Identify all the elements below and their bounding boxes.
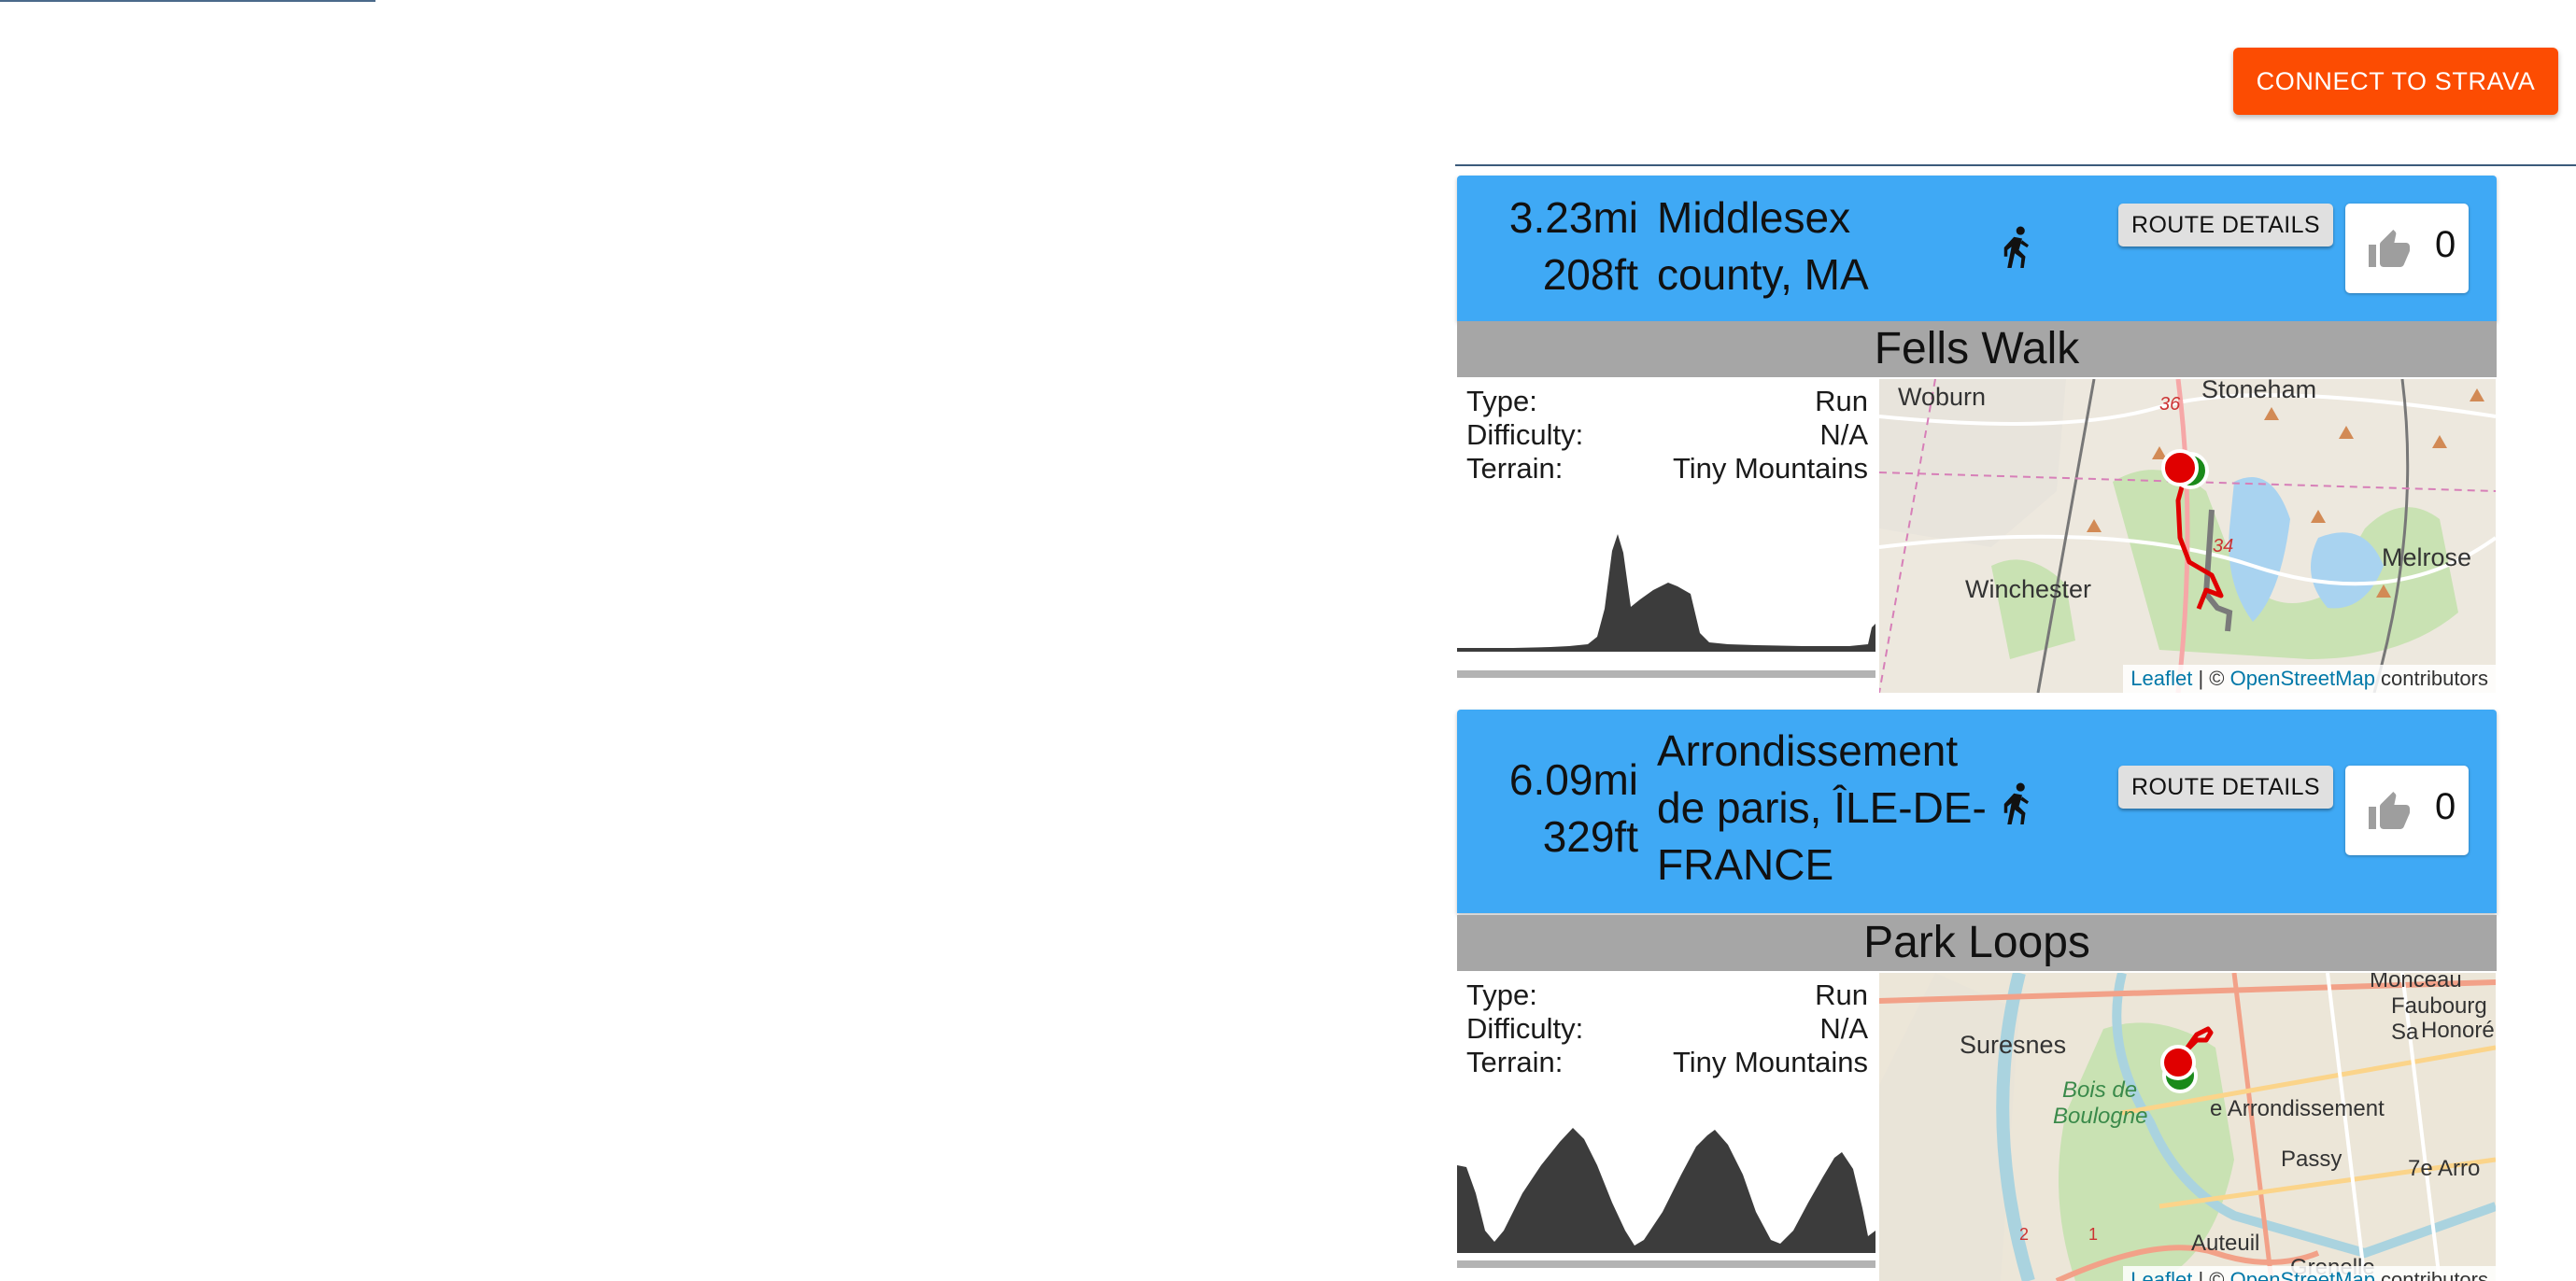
connect-strava-button[interactable]: CONNECT TO STRAVA <box>2233 48 2558 115</box>
map-place-label: Passy <box>2281 1147 2342 1172</box>
attribution-tail: contributors <box>2374 1268 2488 1281</box>
map-place-label: Melrose <box>2382 543 2472 571</box>
route-type-row: Type: Run <box>1466 978 1868 1012</box>
route-card: 3.23mi 208ft Middlesex county, MA ROUTE … <box>1457 176 2497 693</box>
route-distance: 3.23mi <box>1508 193 1638 242</box>
route-location-line: de paris, ÎLE-DE- <box>1657 783 1987 832</box>
route-card: 6.09mi 329ft Arrondissement de paris, ÎL… <box>1457 710 2497 1281</box>
route-difficulty-label: Difficulty: <box>1466 1012 1584 1045</box>
map-place-label: Woburn <box>1898 383 1987 411</box>
route-map[interactable]: Woburn Stoneham Winchester Melrose 36 34… <box>1879 379 2496 693</box>
route-card-header: 6.09mi 329ft Arrondissement de paris, ÎL… <box>1457 710 2497 913</box>
route-location-line: Middlesex <box>1657 193 1851 242</box>
route-distance: 6.09mi <box>1508 755 1638 804</box>
route-location-line: Arrondissement <box>1657 726 1959 775</box>
runner-icon <box>2003 226 2029 268</box>
map-route-shield: 34 <box>2213 536 2234 556</box>
route-name: Fells Walk <box>1457 321 2497 377</box>
route-elevation: 329ft <box>1542 812 1638 861</box>
map-place-label: 7e Arro <box>2408 1156 2481 1181</box>
map-tiles <box>1879 379 2496 693</box>
route-type-label: Type: <box>1466 978 1537 1011</box>
route-map[interactable]: Monceau Faubourg Sa Honoré Suresnes Bois… <box>1879 973 2496 1281</box>
map-place-label: Honoré <box>2421 1018 2495 1043</box>
map-place-label: Bois de <box>2062 1077 2138 1103</box>
leaflet-link[interactable]: Leaflet <box>2130 1268 2193 1281</box>
route-terrain-value: Tiny Mountains <box>1672 452 1868 485</box>
thumbs-up-icon <box>2369 792 2410 829</box>
elevation-baseline <box>1457 670 1875 678</box>
route-location-line: county, MA <box>1657 250 1869 299</box>
map-route-shield: 2 <box>2019 1225 2030 1244</box>
elevation-baseline <box>1457 1260 1875 1268</box>
map-place-label: Monceau <box>2370 973 2462 992</box>
route-terrain-row: Terrain: Tiny Mountains <box>1466 1046 1868 1079</box>
route-location: Arrondissement de paris, ÎLE-DE- FRANCE <box>1657 723 1987 894</box>
route-type-row: Type: Run <box>1466 385 1868 418</box>
route-info-panel: Type: Run Difficulty: N/A Terrain: Tiny … <box>1457 973 1875 1087</box>
route-stats: 6.09mi 329ft <box>1509 752 1638 866</box>
like-button[interactable]: 0 <box>2345 766 2469 855</box>
map-place-label: Faubourg Sa <box>2391 993 2487 1045</box>
attribution-tail: contributors <box>2374 667 2488 690</box>
route-elevation: 208ft <box>1542 250 1638 299</box>
top-progress-line <box>0 0 375 2</box>
elevation-profile <box>1457 497 1875 655</box>
route-terrain-label: Terrain: <box>1466 452 1564 485</box>
attribution-separator: | © <box>2192 667 2230 690</box>
runner-icon <box>2003 782 2029 824</box>
route-difficulty-row: Difficulty: N/A <box>1466 418 1868 452</box>
route-difficulty-label: Difficulty: <box>1466 418 1584 451</box>
like-count: 0 <box>2435 224 2456 265</box>
like-button[interactable]: 0 <box>2345 204 2469 293</box>
thumbs-up-icon <box>2369 230 2410 267</box>
route-location: Middlesex county, MA <box>1657 190 1869 303</box>
route-difficulty-value: N/A <box>1819 418 1868 451</box>
map-place-label: Auteuil <box>2191 1231 2260 1256</box>
map-place-label: Stoneham <box>2201 379 2317 403</box>
route-type-value: Run <box>1815 385 1868 417</box>
map-route-shield: 36 <box>2159 394 2181 415</box>
like-count: 0 <box>2435 786 2456 827</box>
map-tiles <box>1879 973 2496 1281</box>
route-name: Park Loops <box>1457 915 2497 971</box>
route-difficulty-row: Difficulty: N/A <box>1466 1012 1868 1046</box>
map-attribution: Leaflet | © OpenStreetMap contributors <box>2123 1266 2496 1281</box>
openstreetmap-link[interactable]: OpenStreetMap <box>2229 667 2375 690</box>
leaflet-link[interactable]: Leaflet <box>2130 667 2193 690</box>
map-place-label: Winchester <box>1965 575 2092 603</box>
route-info-panel: Type: Run Difficulty: N/A Terrain: Tiny … <box>1457 379 1875 493</box>
route-card-header: 3.23mi 208ft Middlesex county, MA ROUTE … <box>1457 176 2497 321</box>
map-place-label: Boulogne <box>2053 1104 2148 1129</box>
attribution-separator: | © <box>2192 1268 2230 1281</box>
route-terrain-value: Tiny Mountains <box>1672 1046 1868 1078</box>
map-place-label: Suresnes <box>1960 1031 2067 1059</box>
elevation-profile <box>1457 1091 1875 1259</box>
map-attribution: Leaflet | © OpenStreetMap contributors <box>2123 665 2496 693</box>
route-details-button[interactable]: ROUTE DETAILS <box>2118 204 2333 246</box>
route-terrain-row: Terrain: Tiny Mountains <box>1466 452 1868 486</box>
route-stats: 3.23mi 208ft <box>1509 190 1638 303</box>
route-location-line: FRANCE <box>1657 840 1834 889</box>
route-type-value: Run <box>1815 978 1868 1011</box>
map-route-shield: 1 <box>2088 1225 2099 1244</box>
map-place-label: e Arrondissement <box>2210 1096 2385 1121</box>
openstreetmap-link[interactable]: OpenStreetMap <box>2229 1268 2375 1281</box>
route-difficulty-value: N/A <box>1819 1012 1868 1045</box>
route-type-label: Type: <box>1466 385 1537 417</box>
route-terrain-label: Terrain: <box>1466 1046 1564 1078</box>
route-details-button[interactable]: ROUTE DETAILS <box>2118 766 2333 809</box>
header-divider <box>1455 164 2576 166</box>
